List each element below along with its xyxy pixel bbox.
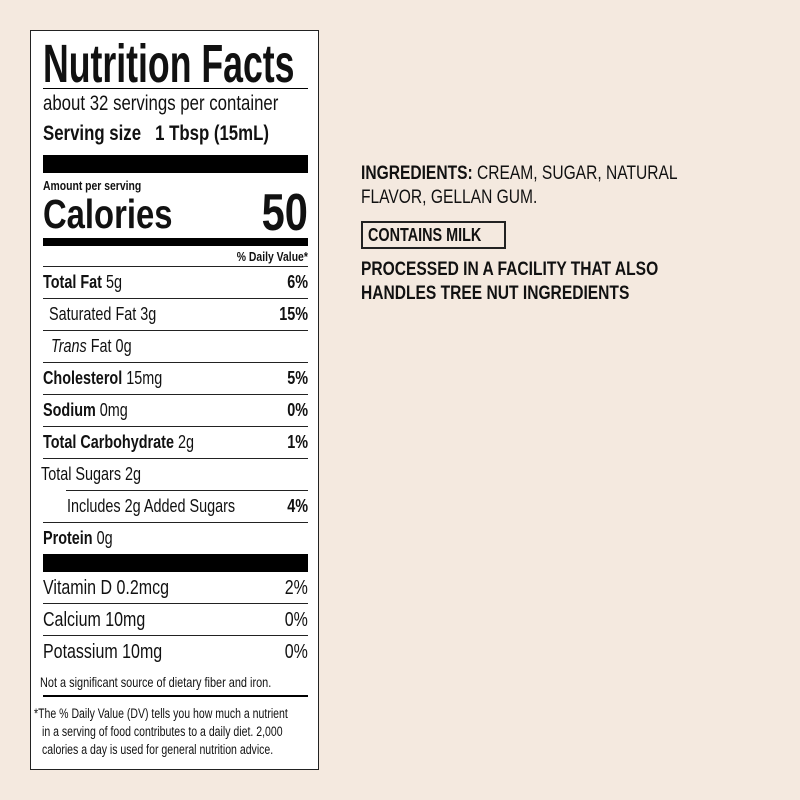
divider [43,88,308,89]
nutrient-row-total-carbohydrate: Total Carbohydrate 2g 1% [43,427,308,459]
nutrition-facts-label: Nutrition Facts about 32 servings per co… [30,30,319,770]
nutrient-row-saturated-fat: Saturated Fat 3g 15% [43,299,308,331]
nutrient-row-total-fat: Total Fat 5g 6% [43,267,308,299]
daily-value: 1% [287,432,308,452]
thick-divider [43,554,308,572]
daily-value: 6% [287,272,308,292]
serving-size-value: 1 Tbsp (15mL) [155,122,269,145]
daily-value: 4% [287,496,308,516]
amount-per-serving: Amount per serving [43,178,142,193]
daily-value: 0% [287,400,308,420]
divider [43,695,308,697]
nutrition-facts-title: Nutrition Facts [43,34,295,94]
daily-value: 5% [287,368,308,388]
vitamin-row-potassium: Potassium 10mg 0% [43,641,308,663]
ingredients-label: INGREDIENTS: [361,163,473,184]
footnote: *The % Daily Value (DV) tells you how mu… [34,706,288,757]
vitamin-row-vitamin-d: Vitamin D 0.2mcg 2% [43,572,308,604]
nutrient-row-cholesterol: Cholesterol 15mg 5% [43,363,308,395]
nutrient-row-trans-fat: Trans Fat 0g [43,331,308,363]
not-significant-note: Not a significant source of dietary fibe… [40,674,272,690]
thick-divider [43,155,308,173]
calories-value: 50 [261,184,308,242]
nutrient-row-protein: Protein 0g [43,528,113,548]
ingredients-line-1: INGREDIENTS: CREAM, SUGAR, NATURAL [361,163,678,184]
serving-size: Serving size 1 Tbsp (15mL) [43,122,325,146]
medium-divider [43,238,308,246]
nutrient-row-added-sugars: Includes 2g Added Sugars 4% [43,491,308,523]
nutrient-row-total-sugars: Total Sugars 2g [41,459,308,491]
vitamin-row-calcium: Calcium 10mg 0% [43,604,308,636]
daily-value: 15% [279,304,308,324]
calories-label: Calories [43,191,173,237]
daily-value-header: % Daily Value* [236,249,308,264]
serving-size-label: Serving size [43,122,142,145]
facility-warning-line-2: HANDLES TREE NUT INGREDIENTS [361,283,630,304]
nutrient-row-sodium: Sodium 0mg 0% [43,395,308,427]
servings-per-container: about 32 servings per container [43,92,279,115]
ingredients-line-2: FLAVOR, GELLAN GUM. [361,187,538,208]
contains-milk-badge: CONTAINS MILK [361,221,506,249]
facility-warning-line-1: PROCESSED IN A FACILITY THAT ALSO [361,259,659,280]
